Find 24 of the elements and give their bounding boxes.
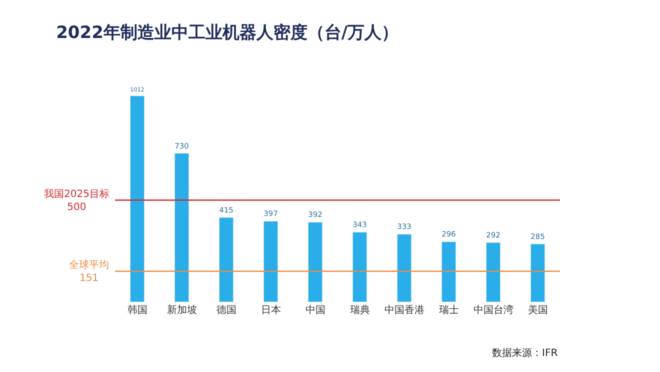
chart-title: 2022年制造业中工业机器人密度（台/万人） [56,22,399,43]
bar [130,96,145,302]
ref-line-label: 全球平均 151 [69,259,109,284]
x-tick-label: 美国 [528,304,548,316]
bar [396,234,412,302]
x-tick-label: 瑞士 [438,304,459,316]
bar [218,217,234,302]
bar [308,222,323,302]
source-note: 数据来源：IFR [492,347,558,359]
bar [174,153,190,302]
x-tick-label: 日本 [260,304,281,316]
x-tick-label: 中国 [305,304,326,316]
x-tick-label: 中国台湾 [473,304,514,316]
x-tick-label: 中国香港 [384,304,424,316]
bar [486,242,501,302]
ref-line-label: 我国2025目标 500 [44,188,110,213]
bar [352,232,368,302]
x-tick-label: 瑞典 [350,304,370,316]
bar [263,220,278,302]
x-tick-label: 德国 [216,305,236,316]
bar [441,241,456,302]
x-tick-label: 韩国 [127,304,148,316]
x-tick-label: 新加坡 [166,304,197,316]
bar [530,244,546,302]
